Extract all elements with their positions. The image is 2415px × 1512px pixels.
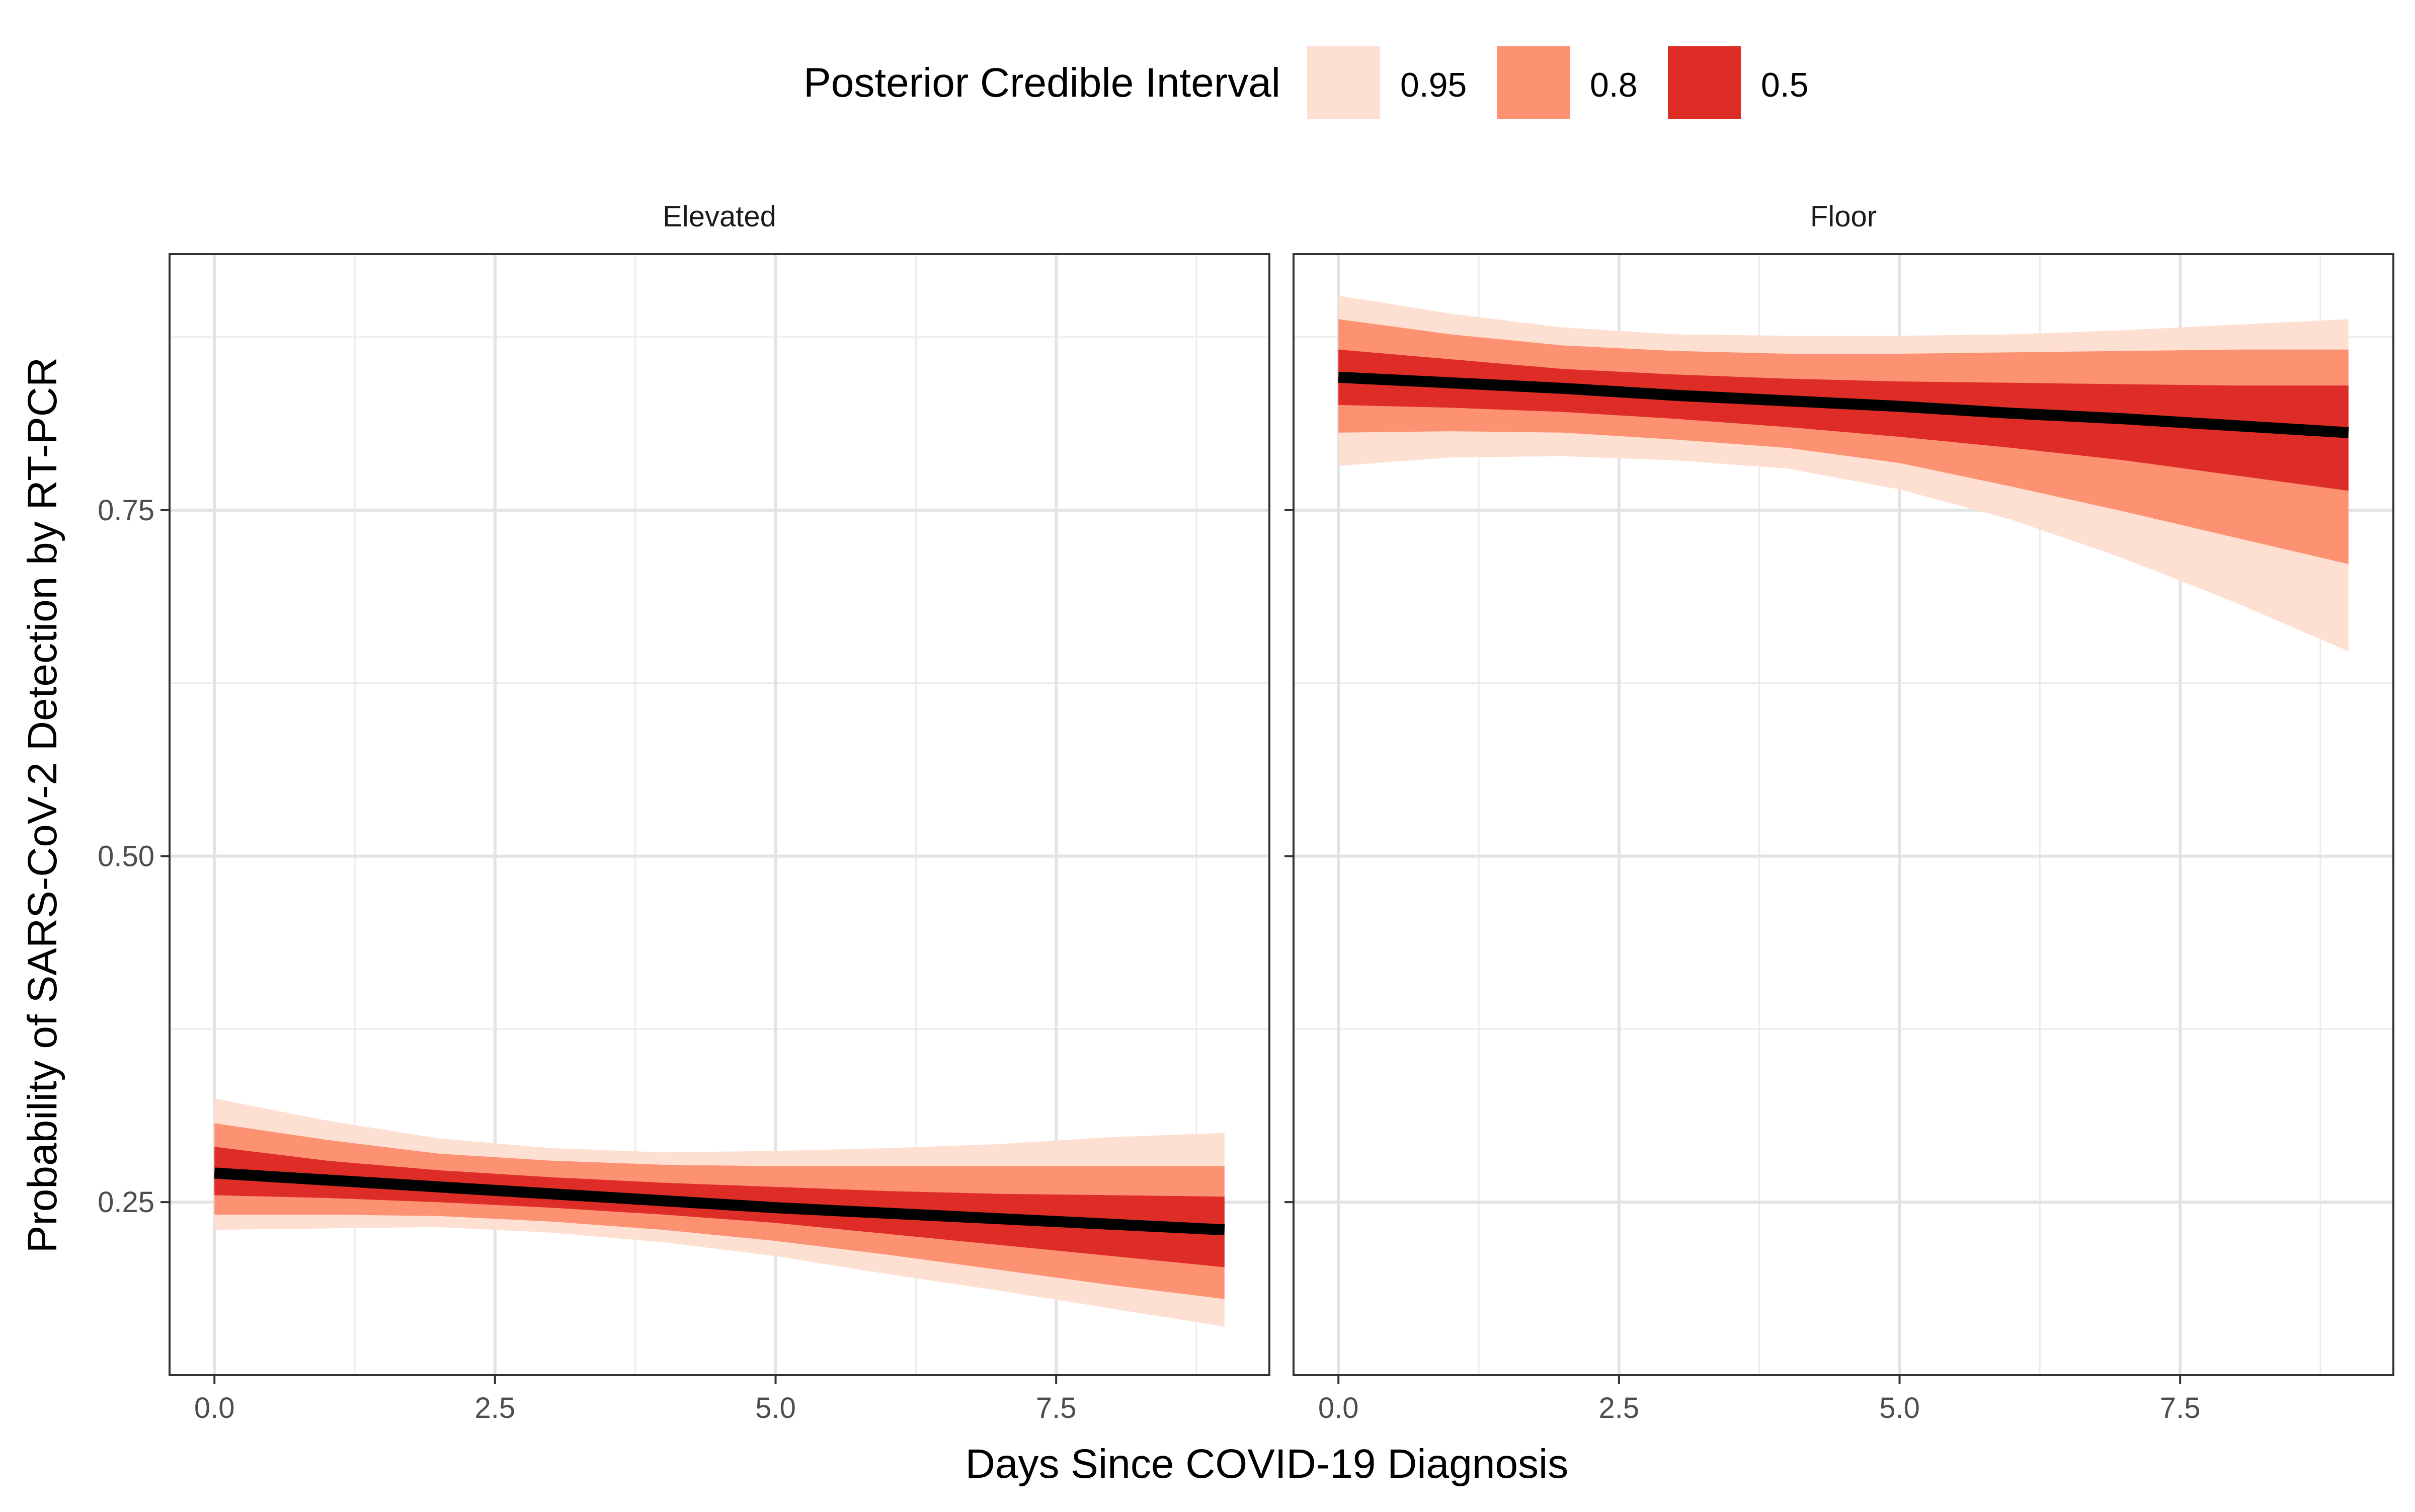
- x-tick-label: 2.5: [475, 1392, 516, 1424]
- median-line: [214, 1167, 1225, 1236]
- median-line: [1338, 371, 2349, 438]
- legend-swatch: [1668, 46, 1741, 119]
- legend-swatch: [1497, 46, 1570, 119]
- legend-label: 0.8: [1590, 66, 1638, 104]
- y-tick-label: 0.75: [98, 494, 154, 527]
- legend-label: 0.5: [1761, 66, 1809, 104]
- x-tick-label: 5.0: [1879, 1392, 1920, 1424]
- panel-border: [169, 253, 1270, 1376]
- x-tick-label: 7.5: [2160, 1392, 2201, 1424]
- x-axis-title: Days Since COVID-19 Diagnosis: [965, 1441, 1569, 1487]
- x-tick-label: 0.0: [194, 1392, 235, 1424]
- panel-title: Floor: [1810, 200, 1877, 233]
- legend-title: Posterior Credible Interval: [803, 60, 1280, 106]
- y-axis-title: Probability of SARS-CoV-2 Detection by R…: [20, 357, 65, 1253]
- panel-title: Elevated: [663, 200, 776, 233]
- legend: Posterior Credible Interval 0.95 0.8 0.5: [803, 46, 1809, 119]
- x-tick-label: 7.5: [1036, 1392, 1077, 1424]
- x-tick-label: 5.0: [755, 1392, 796, 1424]
- panel-border: [1293, 253, 2394, 1376]
- panel-floor: Floor 0.0 2.5 5.0 7.5: [1284, 200, 2394, 1424]
- legend-swatch: [1307, 46, 1380, 119]
- legend-label: 0.95: [1400, 66, 1467, 104]
- y-tick-label: 0.25: [98, 1186, 154, 1219]
- y-tick-label: 0.50: [98, 840, 154, 873]
- panel-elevated: Elevated 0.0 2.5 5.0 7.5 0.25 0.50 0.75: [98, 200, 1270, 1424]
- x-tick-label: 2.5: [1599, 1392, 1640, 1424]
- x-tick-label: 0.0: [1318, 1392, 1359, 1424]
